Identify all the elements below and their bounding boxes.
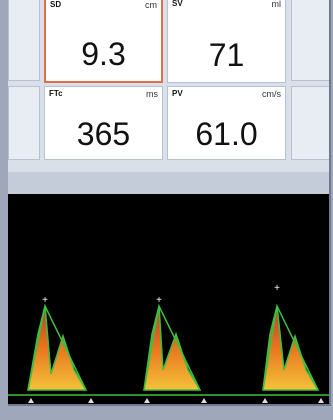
- tile-stub: [291, 0, 331, 81]
- tile-label: SD: [50, 0, 61, 9]
- tile-value: 71: [168, 37, 285, 74]
- tile-label: SV: [172, 0, 183, 8]
- tile-unit: cm/s: [262, 89, 281, 99]
- tile-value: 61.0: [168, 116, 285, 153]
- parameter-tile[interactable]: FTc ms 365: [44, 86, 163, 160]
- tile-value: 9.3: [46, 36, 161, 73]
- peak-marker: +: [274, 283, 280, 294]
- parameter-tile[interactable]: SD cm 9.3: [44, 0, 163, 83]
- tile-stub: [291, 86, 331, 160]
- tile-unit: ml: [272, 0, 282, 9]
- monitor-screen: SD cm 9.3 SV ml 71 FTc ms 365 PV cm/s 61…: [8, 0, 331, 406]
- parameter-tile[interactable]: PV cm/s 61.0: [167, 86, 286, 160]
- divider-strip: [8, 172, 329, 194]
- tile-unit: ms: [146, 89, 158, 99]
- tile-stub: [8, 0, 40, 81]
- tile-label: PV: [172, 89, 183, 98]
- tile-label: FTc: [49, 89, 63, 98]
- peak-marker: +: [42, 295, 48, 306]
- tile-unit: cm: [145, 0, 157, 10]
- tile-stub: [8, 86, 40, 160]
- parameter-tile[interactable]: SV ml 71: [167, 0, 286, 83]
- tile-value: 365: [45, 116, 162, 153]
- doppler-waveform: + + +: [8, 194, 331, 404]
- page: SD cm 9.3 SV ml 71 FTc ms 365 PV cm/s 61…: [0, 0, 333, 420]
- peak-marker: +: [156, 295, 162, 306]
